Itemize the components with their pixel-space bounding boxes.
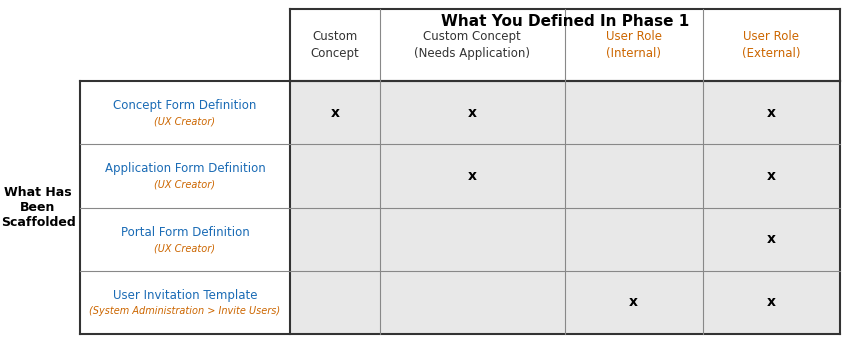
Text: x: x (468, 169, 477, 183)
Text: x: x (767, 169, 776, 183)
Bar (703, 271, 840, 334)
Bar (80, 207, 290, 271)
Text: x: x (331, 106, 339, 120)
Text: What Has
Been
Scaffolded: What Has Been Scaffolded (1, 186, 75, 229)
Bar (290, 271, 380, 334)
Text: Portal Form Definition: Portal Form Definition (121, 226, 250, 239)
Bar (703, 207, 840, 271)
Text: User Role
(External): User Role (External) (742, 30, 801, 60)
Text: x: x (630, 295, 638, 310)
Bar (565, 81, 703, 144)
Bar (380, 144, 565, 207)
Text: User Invitation Template: User Invitation Template (112, 289, 257, 302)
Bar (290, 81, 380, 144)
Text: x: x (468, 106, 477, 120)
Bar (565, 144, 703, 207)
Text: What You Defined In Phase 1: What You Defined In Phase 1 (440, 14, 689, 29)
Bar (565, 271, 703, 334)
Text: (System Administration > Invite Users): (System Administration > Invite Users) (89, 306, 280, 316)
Bar (290, 207, 380, 271)
Text: x: x (767, 232, 776, 246)
Text: (UX Creator): (UX Creator) (154, 117, 216, 127)
Bar (290, 144, 380, 207)
Text: Application Form Definition: Application Form Definition (105, 162, 265, 175)
Bar (703, 81, 840, 144)
Text: User Role
(Internal): User Role (Internal) (606, 30, 662, 60)
Text: (UX Creator): (UX Creator) (154, 243, 216, 253)
Bar (565, 207, 703, 271)
Bar (703, 144, 840, 207)
Text: Concept Form Definition: Concept Form Definition (113, 99, 256, 112)
Bar (80, 144, 290, 207)
Text: x: x (767, 295, 776, 310)
Bar (380, 81, 565, 144)
Text: (UX Creator): (UX Creator) (154, 180, 216, 190)
Bar (80, 81, 290, 144)
Bar (80, 271, 290, 334)
Bar (380, 207, 565, 271)
Text: Custom
Concept: Custom Concept (310, 30, 360, 60)
Text: Custom Concept
(Needs Application): Custom Concept (Needs Application) (414, 30, 530, 60)
Text: x: x (767, 106, 776, 120)
Bar (380, 271, 565, 334)
